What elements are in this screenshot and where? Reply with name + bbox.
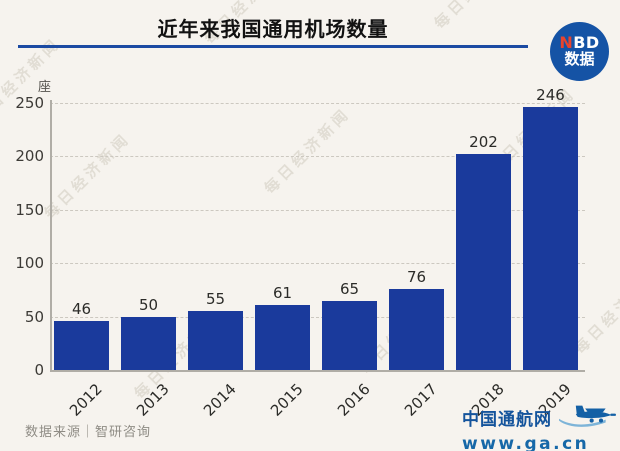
x-axis-line (50, 370, 585, 372)
y-tick-250: 250 (15, 94, 44, 112)
bar-value-2018: 202 (469, 133, 498, 152)
ga-cn-logo: 中国通航网 www.ga.cn (462, 401, 618, 451)
nbd-logo-text: NBD (559, 33, 600, 53)
gridline-200 (50, 156, 585, 158)
y-tick-50: 50 (24, 307, 44, 326)
y-axis-unit-label: 座 (38, 80, 52, 95)
ga-cn-logo-name: 中国通航网 (462, 409, 552, 430)
y-tick-150: 150 (15, 200, 44, 219)
y-axis-line (50, 100, 52, 370)
bar-value-2013: 50 (138, 295, 159, 314)
bar-2013 (121, 316, 176, 370)
y-tick-200: 200 (15, 147, 44, 166)
bar-value-2012: 46 (71, 299, 92, 318)
bar-2019 (523, 107, 578, 370)
nbd-logo-letter-n: N (559, 33, 574, 53)
x-tick-2015: 2015 (266, 380, 307, 420)
gridline-50 (50, 316, 585, 318)
bar-2016 (322, 300, 377, 370)
nbd-data-logo: NBD 数据 (550, 22, 609, 81)
gridline-250 (50, 103, 585, 104)
bar-value-2017: 76 (406, 267, 427, 286)
nbd-logo-letters-bd: BD (573, 33, 600, 53)
bar-value-2015: 61 (272, 283, 293, 302)
ga-cn-url: www.ga.cn (462, 434, 590, 451)
x-tick-2017: 2017 (400, 380, 441, 420)
bar-value-2019: 246 (536, 86, 565, 105)
nbd-logo-subtext: 数据 (564, 50, 595, 69)
airplane-icon (556, 401, 618, 433)
x-tick-2014: 2014 (199, 380, 240, 420)
gridline-100 (50, 263, 585, 265)
gridline-150 (50, 209, 585, 211)
y-tick-0: 0 (34, 361, 44, 379)
bar-value-2016: 65 (339, 279, 360, 298)
bar-value-2014: 55 (205, 290, 226, 309)
x-tick-2012: 2012 (65, 380, 106, 420)
title-rule (18, 45, 528, 48)
bar-2018 (456, 154, 511, 370)
x-tick-2016: 2016 (333, 380, 374, 420)
bar-2015 (255, 304, 310, 370)
x-tick-2013: 2013 (132, 380, 173, 420)
y-tick-100: 100 (15, 254, 44, 273)
chart-title: 近年来我国通用机场数量 (157, 17, 389, 41)
bar-2014 (188, 311, 243, 370)
source-credit: 数据来源｜智研咨询 (25, 425, 152, 440)
bar-2012 (54, 320, 109, 370)
bar-2017 (389, 288, 444, 370)
